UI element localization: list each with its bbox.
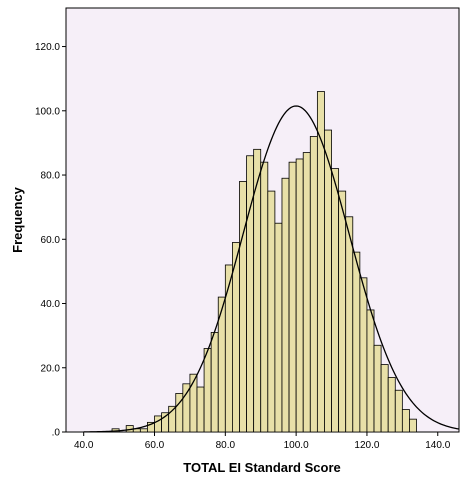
histogram-bar (203, 348, 212, 433)
histogram-bar (295, 158, 304, 433)
histogram-bar (359, 277, 368, 433)
histogram-bar (161, 412, 170, 433)
histogram-bar (316, 91, 325, 433)
histogram-bar (373, 344, 382, 433)
histogram-bar (409, 418, 417, 433)
histogram-bar (239, 181, 247, 433)
histogram-bar (401, 409, 410, 433)
histogram-bar (380, 364, 389, 433)
histogram-bar (267, 190, 276, 433)
x-axis-title: TOTAL EI Standard Score (183, 460, 340, 475)
y-tick-label: 80.0 (41, 171, 61, 182)
y-tick-label: 40.0 (41, 299, 61, 310)
x-tick-label: 140.0 (425, 440, 450, 451)
histogram-bar (224, 264, 233, 433)
histogram-bar (309, 136, 318, 433)
x-tick-label: 60.0 (145, 440, 165, 451)
histogram-bar (260, 161, 269, 433)
x-tick-label: 40.0 (74, 440, 94, 451)
histogram-bar (345, 216, 354, 433)
histogram-bar (154, 415, 162, 433)
histogram-bar (139, 428, 148, 433)
x-axis: 40.0 60.0 80.0 100.0 120.0 140.0 (74, 432, 451, 451)
y-axis-title: Frequency (10, 186, 25, 253)
x-tick-label: 120.0 (354, 440, 379, 451)
histogram-bar (182, 383, 191, 433)
histogram-bar (366, 309, 375, 433)
bars-group (111, 91, 417, 433)
y-tick-label: .0 (52, 428, 61, 439)
histogram-bar (352, 251, 361, 433)
histogram-bar (394, 389, 403, 433)
x-tick-label: 100.0 (284, 440, 309, 451)
histogram-bar (302, 152, 311, 433)
histogram-bar (387, 376, 396, 433)
histogram-bar (324, 129, 332, 433)
histogram-bar (274, 222, 283, 433)
y-tick-label: 60.0 (41, 235, 61, 246)
histogram-bar (196, 386, 205, 433)
histogram-bar (331, 168, 340, 433)
histogram-bar (281, 177, 290, 433)
x-tick-label: 80.0 (216, 440, 236, 451)
histogram-bar (210, 332, 219, 433)
histogram-bar (338, 190, 347, 433)
y-tick-label: 120.0 (35, 42, 60, 53)
histogram-bar (288, 161, 297, 433)
normal-curve (83, 105, 460, 433)
y-axis: .0 20.0 40.0 60.0 80.0 100.0 120.0 (35, 42, 66, 439)
y-tick-label: 20.0 (41, 363, 61, 374)
y-tick-label: 100.0 (35, 106, 60, 117)
